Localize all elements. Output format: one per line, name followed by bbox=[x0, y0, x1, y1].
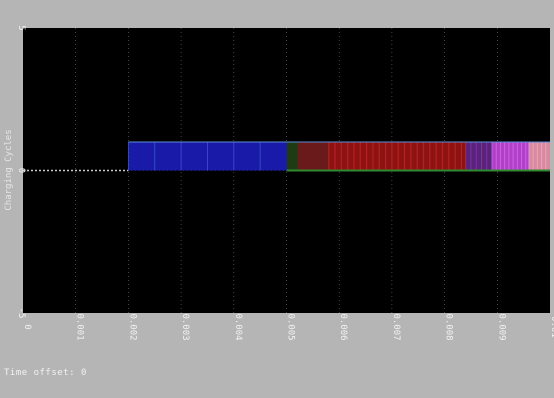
band-segment bbox=[328, 142, 466, 171]
x-tick-label: 0.002 bbox=[127, 313, 137, 340]
x-tick-label: 0.007 bbox=[391, 313, 401, 340]
x-tick-label: 0.01 bbox=[549, 316, 554, 338]
series-layer bbox=[23, 141, 550, 172]
y-tick-label: -5 bbox=[16, 308, 26, 319]
x-tick-label: 0.009 bbox=[496, 313, 506, 340]
x-tick-label: 0.005 bbox=[286, 313, 296, 340]
y-tick-label: 5 bbox=[16, 25, 26, 30]
x-tick-label: 0.008 bbox=[444, 313, 454, 340]
band-segment bbox=[528, 142, 550, 171]
tick-labels: 0 0.001 0.002 0.003 0.004 0.005 0.006 0.007 0.00… bbox=[16, 25, 554, 340]
x-tick-label: 0.003 bbox=[180, 313, 190, 340]
y-axis-label: Charging Cycles bbox=[4, 129, 14, 210]
x-tick-label: 0.001 bbox=[75, 313, 85, 340]
x-tick-label: 0.004 bbox=[233, 313, 243, 340]
time-offset-label: Time offset: 0 bbox=[4, 368, 87, 378]
band-segment bbox=[286, 142, 298, 171]
band-segment bbox=[297, 142, 329, 171]
y-tick-label: 0 bbox=[16, 168, 26, 173]
band-segment bbox=[465, 142, 493, 171]
x-tick-label: 0.006 bbox=[338, 313, 348, 340]
band-segment bbox=[492, 142, 529, 171]
x-tick-label: 0 bbox=[22, 324, 32, 329]
